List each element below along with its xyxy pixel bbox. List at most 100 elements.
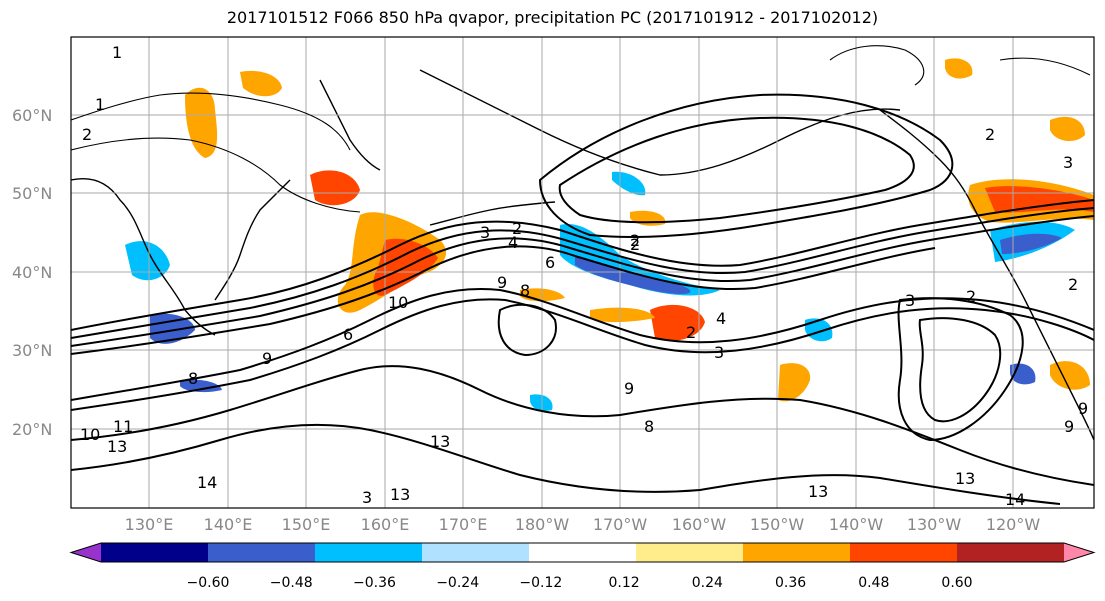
colorbar-tick-label: −0.48 xyxy=(270,575,313,591)
colorbar-swatch xyxy=(743,543,851,562)
lon-label: 140°E xyxy=(204,515,253,534)
contour-label: 2 xyxy=(512,219,522,238)
contour-label: 14 xyxy=(197,473,217,492)
contour-label: 11 xyxy=(113,417,133,436)
latitude-labels: 60°N 50°N 40°N 30°N 20°N xyxy=(12,106,52,439)
lat-label: 40°N xyxy=(12,263,52,282)
contour-label: 3 xyxy=(480,223,490,242)
colorbar-tick-label: −0.12 xyxy=(519,575,562,591)
contour-label: 14 xyxy=(1005,490,1025,509)
colorbar-swatch xyxy=(957,543,1065,562)
shade-positive xyxy=(1050,116,1085,142)
lon-label: 170°E xyxy=(439,515,488,534)
lon-label: 130°W xyxy=(907,515,962,534)
contour-label: 2 xyxy=(686,323,696,342)
contour-labels: 1 1 2 2 3 2 4 6 9 8 10 9 8 6 2 4 3 9 8 1… xyxy=(80,43,1088,509)
coast-alaska xyxy=(419,69,901,176)
contour-label: 2 xyxy=(966,287,976,306)
shade-negative xyxy=(150,313,195,344)
shade-negative xyxy=(805,318,833,342)
contour-line xyxy=(71,137,361,213)
colorbar-tick-label: −0.36 xyxy=(353,575,396,591)
lon-label: 150°E xyxy=(282,515,331,534)
colorbar-tick-label: 0.60 xyxy=(941,575,972,591)
contour-label: 9 xyxy=(1078,399,1088,418)
longitude-labels: 130°E 140°E 150°E 160°E 170°E 180°W 170°… xyxy=(125,515,1041,534)
lat-label: 60°N xyxy=(12,106,52,125)
coast-us xyxy=(974,209,1094,441)
colorbar-extend-low xyxy=(71,543,101,562)
contour-label: 13 xyxy=(430,432,450,451)
shade-positive xyxy=(1050,361,1090,390)
colorbar-tick-label: 0.12 xyxy=(609,575,640,591)
colorbar-tick-label: 0.36 xyxy=(775,575,806,591)
colorbar-tick-label: 0.48 xyxy=(858,575,889,591)
contour-label: 1 xyxy=(112,43,122,62)
shade-positive xyxy=(590,307,655,323)
lat-label: 20°N xyxy=(12,420,52,439)
contour-label: 6 xyxy=(545,253,555,272)
shade-negative xyxy=(530,394,553,411)
gridlines xyxy=(71,37,1094,508)
lon-label: 120°W xyxy=(986,515,1041,534)
contour-line xyxy=(71,298,1094,411)
contour-label: 2 xyxy=(630,231,640,250)
contour-label: 13 xyxy=(107,437,127,456)
contour-label: 4 xyxy=(716,309,726,328)
colorbar-ticks: −0.60 −0.48 −0.36 −0.24 −0.12 0.12 0.24 0.36 0.4… xyxy=(187,575,973,591)
contour-label: 8 xyxy=(644,417,654,436)
map-frame xyxy=(70,36,1095,509)
map-title: 2017101512 F066 850 hPa qvapor, precipit… xyxy=(226,8,879,27)
colorbar-tick-label: 0.24 xyxy=(692,575,723,591)
contour-line xyxy=(71,215,1094,347)
contour-line xyxy=(71,92,351,151)
contour-label: 9 xyxy=(1064,417,1074,436)
shade-positive xyxy=(778,363,811,402)
contour-label: 9 xyxy=(262,349,272,368)
contour-label: 3 xyxy=(1063,153,1073,172)
contour-label: 3 xyxy=(362,488,372,507)
contour-label: 8 xyxy=(188,369,198,388)
contour-line xyxy=(71,423,1061,505)
contour-label: 10 xyxy=(80,425,100,444)
contour-label: 8 xyxy=(520,281,530,300)
lat-label: 50°N xyxy=(12,184,52,203)
lon-label: 140°W xyxy=(829,515,884,534)
contour-label: 9 xyxy=(497,273,507,292)
lon-label: 160°W xyxy=(672,515,727,534)
lat-label: 30°N xyxy=(12,341,52,360)
contour-line xyxy=(999,57,1091,76)
colorbar-extend-high xyxy=(1064,543,1094,562)
contour-label: 2 xyxy=(82,125,92,144)
shade-positive xyxy=(650,304,705,341)
shade-positive xyxy=(310,170,360,206)
colorbar-tick-label: −0.60 xyxy=(187,575,230,591)
colorbar-swatch xyxy=(101,543,209,562)
lon-label: 130°E xyxy=(125,515,174,534)
coast-kamchatka xyxy=(319,79,381,171)
contour-line xyxy=(829,45,925,86)
qvapor-contours xyxy=(71,45,1094,505)
contour-label: 3 xyxy=(905,291,915,310)
contour-label: 1 xyxy=(95,95,105,114)
lon-label: 160°E xyxy=(361,515,410,534)
contour-line xyxy=(918,317,1002,423)
colorbar xyxy=(69,542,1096,563)
contour-line xyxy=(538,93,954,238)
colorbar-tick-label: −0.24 xyxy=(436,575,479,591)
contour-label: 4 xyxy=(508,233,518,252)
contour-label: 2 xyxy=(985,125,995,144)
shade-positive xyxy=(945,58,973,79)
contour-line xyxy=(71,199,1094,331)
shade-negative xyxy=(180,379,222,393)
contour-line xyxy=(897,297,1024,442)
contour-label: 13 xyxy=(390,485,410,504)
colorbar-outline xyxy=(69,542,1096,563)
lon-label: 180°W xyxy=(515,515,570,534)
shade-negative xyxy=(1000,233,1062,254)
lon-label: 150°W xyxy=(750,515,805,534)
map-contents: 1 1 2 2 3 2 4 6 9 8 10 9 8 6 2 4 3 9 8 1… xyxy=(71,37,1094,509)
contour-line xyxy=(497,303,557,357)
contour-line xyxy=(558,116,915,224)
